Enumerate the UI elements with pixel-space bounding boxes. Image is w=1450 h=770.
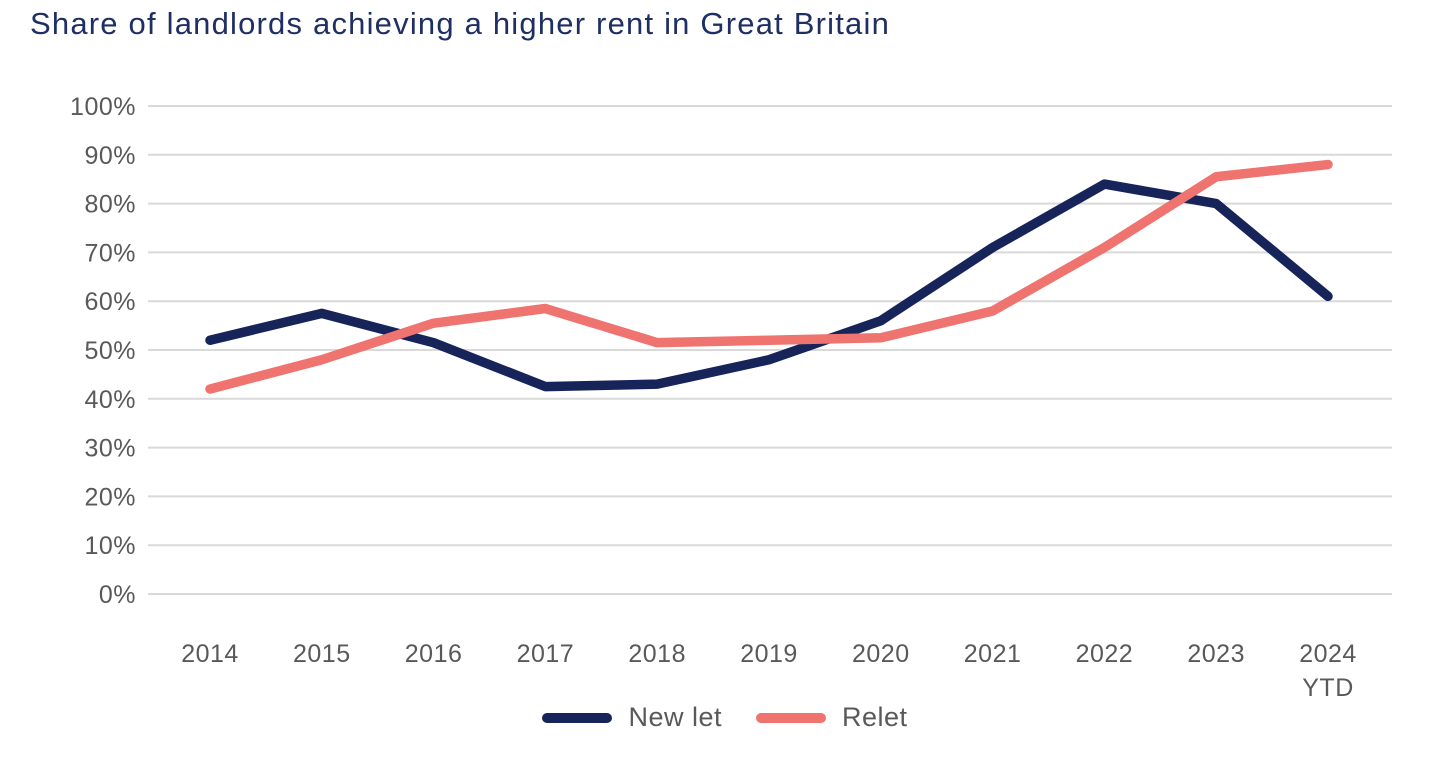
- x-axis-tick-label: 2021: [964, 640, 1022, 668]
- x-axis-tick-label: 2019: [740, 640, 798, 668]
- y-axis-tick-label: 20%: [84, 483, 136, 511]
- y-axis-tick-label: 30%: [84, 435, 136, 463]
- x-axis-tick-label: 2015: [293, 640, 351, 668]
- legend-item-new-let: New let: [542, 702, 722, 733]
- chart-legend: New let Relet: [0, 702, 1450, 733]
- x-axis-tick-label: 2016: [405, 640, 463, 668]
- y-axis-tick-label: 70%: [84, 239, 136, 267]
- y-axis-tick-label: 50%: [84, 337, 136, 365]
- x-axis-tick-label: 2018: [628, 640, 686, 668]
- series-line-relet: [205, 159, 1333, 394]
- new-let-line-swatch-icon: [542, 712, 613, 723]
- legend-label-new-let: New let: [628, 702, 722, 732]
- y-axis-tick-label: 0%: [99, 581, 136, 609]
- chart-title: Share of landlords achieving a higher re…: [30, 6, 891, 41]
- legend-label-relet: Relet: [842, 702, 908, 732]
- y-axis-tick-label: 90%: [84, 142, 136, 170]
- x-axis-tick-label: 2023: [1187, 640, 1245, 668]
- y-axis-tick-label: 40%: [84, 386, 136, 414]
- y-axis-tick-label: 100%: [70, 93, 136, 121]
- legend-item-relet: Relet: [756, 702, 908, 733]
- x-axis-tick-label: 2014: [181, 640, 239, 668]
- x-axis-tick-label: 2020: [852, 640, 910, 668]
- x-axis-tick-label: 2022: [1076, 640, 1134, 668]
- x-axis-tick-label: 2017: [517, 640, 575, 668]
- relet-line-swatch-icon: [756, 712, 826, 723]
- y-axis-tick-label: 80%: [84, 191, 136, 219]
- y-axis-tick-label: 60%: [84, 288, 136, 316]
- x-axis-tick-label: 2024 YTD: [1299, 640, 1357, 702]
- y-axis-tick-label: 10%: [84, 532, 136, 560]
